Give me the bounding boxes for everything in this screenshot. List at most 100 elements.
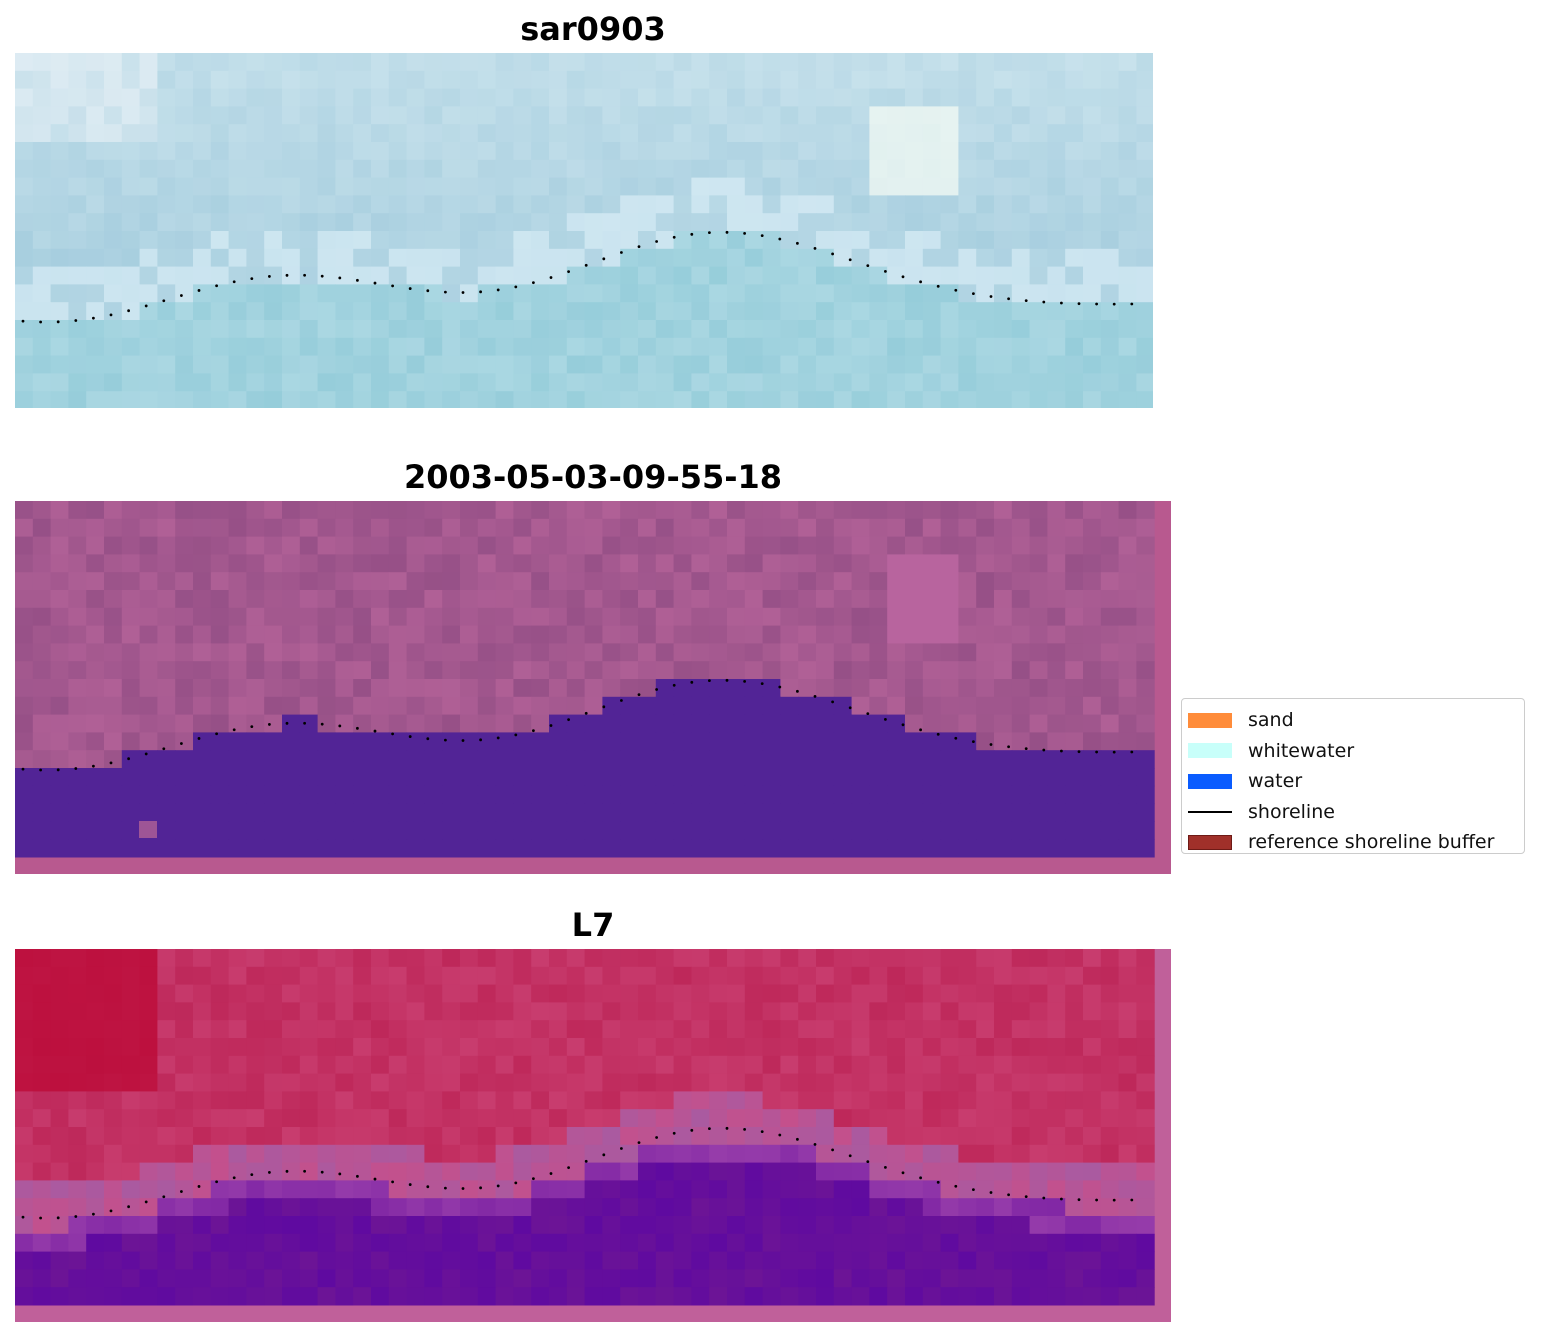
- sar-pixel: [1118, 337, 1137, 357]
- classified-pixel: [68, 661, 87, 680]
- sar-pixel: [762, 53, 781, 72]
- classified-pixel: [1065, 750, 1084, 769]
- classified-pixel: [460, 785, 479, 805]
- index-pixel: [994, 1233, 1013, 1253]
- index-pixel: [602, 1180, 621, 1199]
- classified-pixel: [424, 625, 443, 644]
- sar-pixel: [816, 142, 835, 161]
- index-pixel: [513, 1180, 532, 1199]
- sar-pixel: [549, 248, 568, 268]
- classified-pixel: [958, 839, 977, 858]
- sar-pixel: [371, 355, 390, 374]
- index-pixel: [104, 1055, 123, 1075]
- sar-pixel: [139, 231, 158, 250]
- classified-pixel: [406, 501, 425, 520]
- index-pixel: [744, 1002, 764, 1021]
- sar-pixel: [388, 284, 408, 303]
- classified-pixel: [566, 554, 586, 573]
- index-pixel: [744, 1251, 764, 1270]
- sar-pixel: [15, 266, 34, 285]
- classified-pixel: [299, 554, 319, 573]
- classified-pixel: [638, 714, 657, 733]
- index-pixel: [228, 1251, 247, 1270]
- classified-pixel: [157, 554, 176, 573]
- index-pixel: [32, 1198, 52, 1217]
- classified-pixel: [655, 714, 675, 733]
- index-pixel: [620, 1198, 639, 1217]
- sar-pixel: [531, 391, 550, 408]
- classified-pixel: [869, 750, 888, 769]
- index-pixel: [584, 1198, 603, 1217]
- index-pixel: [1029, 1233, 1048, 1253]
- classified-pixel: [798, 821, 817, 840]
- classified-pixel: [673, 679, 692, 698]
- index-pixel: [246, 1127, 265, 1146]
- classified-pixel: [353, 501, 372, 520]
- index-pixel: [299, 1251, 319, 1270]
- index-pixel: [264, 1269, 283, 1288]
- sar-pixel: [121, 70, 141, 90]
- index-pixel: [958, 1180, 977, 1199]
- classified-pixel: [816, 821, 835, 840]
- classified-pixel: [762, 536, 781, 555]
- classified-pixel: [477, 643, 497, 662]
- index-pixel: [638, 1216, 657, 1235]
- sar-pixel: [851, 284, 870, 303]
- classified-pixel: [691, 554, 710, 573]
- classified-pixel: [317, 732, 336, 751]
- index-pixel: [193, 1144, 212, 1164]
- index-pixel: [246, 1269, 265, 1288]
- index-pixel: [299, 1055, 319, 1075]
- index-pixel: [299, 1002, 319, 1021]
- sar-pixel: [709, 195, 728, 214]
- classified-pixel: [1083, 768, 1102, 787]
- index-pixel: [549, 1162, 568, 1181]
- shoreline-point: [56, 1216, 60, 1220]
- classified-pixel: [388, 643, 408, 662]
- index-pixel: [50, 1002, 69, 1021]
- index-pixel: [602, 1073, 621, 1092]
- index-pixel: [1100, 1038, 1120, 1057]
- sar-pixel: [1083, 142, 1102, 161]
- classified-pixel: [958, 607, 977, 627]
- sar-pixel: [744, 373, 764, 392]
- index-pixel: [958, 949, 977, 968]
- index-pixel: [495, 1002, 514, 1021]
- classified-pixel: [780, 839, 799, 858]
- sar-pixel: [210, 373, 230, 392]
- classified-pixel: [673, 572, 692, 591]
- classified-pixel: [157, 785, 176, 805]
- index-pixel: [940, 1109, 959, 1128]
- sar-pixel: [1118, 177, 1137, 196]
- sar-pixel: [673, 159, 692, 179]
- classified-pixel: [15, 696, 34, 716]
- classified-pixel: [958, 714, 977, 733]
- index-pixel: [620, 1180, 639, 1199]
- sar-pixel: [495, 373, 514, 392]
- sar-pixel: [958, 248, 977, 268]
- index-pixel: [744, 984, 764, 1003]
- classified-pixel: [86, 839, 105, 858]
- classified-pixel: [210, 661, 230, 680]
- classified-pixel: [851, 554, 870, 573]
- classified-pixel: [709, 661, 728, 680]
- index-pixel: [50, 1287, 69, 1306]
- index-pixel: [780, 1109, 799, 1128]
- sar-pixel: [1029, 53, 1048, 72]
- sar-pixel: [495, 177, 514, 196]
- sar-pixel: [1136, 320, 1153, 339]
- classified-pixel: [477, 785, 497, 805]
- classified-pixel: [691, 679, 710, 698]
- sar-pixel: [1011, 355, 1031, 374]
- classified-pixel: [620, 714, 639, 733]
- shoreline-point: [215, 1180, 219, 1184]
- classified-pixel: [584, 661, 603, 680]
- classified-pixel: [691, 625, 710, 644]
- index-pixel: [602, 1038, 621, 1057]
- classified-pixel: [869, 732, 888, 751]
- sar-pixel: [371, 231, 390, 250]
- classified-pixel: [958, 572, 977, 591]
- sar-pixel: [958, 106, 977, 125]
- sar-pixel: [139, 266, 158, 285]
- classified-pixel: [317, 821, 336, 840]
